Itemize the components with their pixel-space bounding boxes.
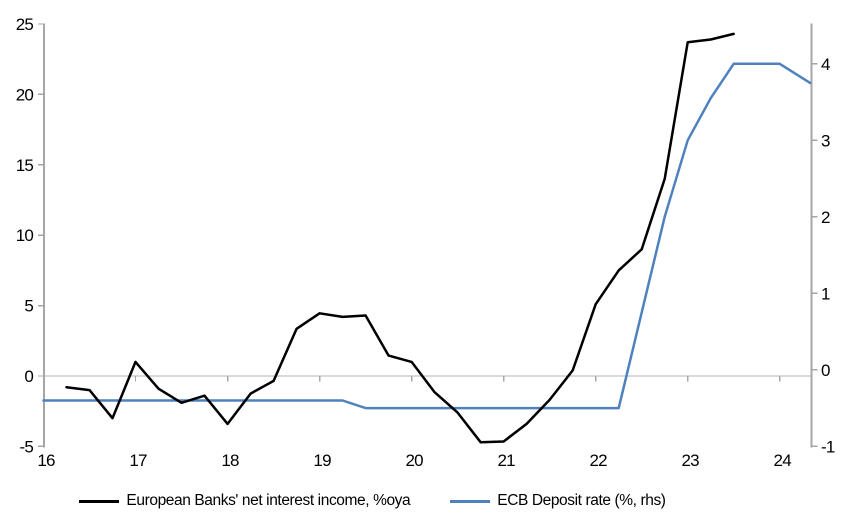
right-tick-label: -1	[821, 437, 835, 456]
left-tick-label: 10	[16, 226, 34, 245]
legend-label-ecb-deposit-rate: ECB Deposit rate (%, rhs)	[497, 492, 666, 509]
legend-item-ecb-deposit-rate: ECB Deposit rate (%, rhs)	[450, 492, 666, 510]
axis-layer	[38, 23, 818, 448]
legend: European Banks' net interest income, %oy…	[0, 492, 745, 510]
x-tick-label: 20	[405, 451, 423, 470]
left-tick-label: -5	[19, 437, 33, 456]
x-tick-label: 24	[774, 451, 792, 470]
series-layer	[42, 32, 812, 444]
right-tick-label: 1	[821, 284, 830, 303]
right-tick-label: 0	[821, 361, 830, 380]
legend-swatch-ecb-deposit-rate	[450, 499, 491, 503]
x-tick-label: 17	[129, 451, 147, 470]
right-tick-label: 2	[821, 208, 830, 227]
series-ecb-deposit-rate-line	[42, 62, 812, 410]
right-tick-label: 3	[821, 131, 830, 150]
x-tick-label: 16	[37, 451, 55, 470]
left-tick-label: 5	[24, 297, 33, 316]
right-tick-label: 4	[821, 55, 830, 74]
x-tick-label: 22	[590, 451, 608, 470]
series-net-interest-income-line	[65, 32, 735, 444]
left-tick-label: 25	[16, 15, 34, 34]
left-tick-label: 0	[24, 367, 33, 386]
left-tick-label: 15	[16, 156, 34, 175]
legend-label-net-interest-income: European Banks' net interest income, %oy…	[126, 492, 411, 509]
x-tick-label: 23	[682, 451, 700, 470]
x-tick-label: 21	[497, 451, 515, 470]
legend-swatch-net-interest-income	[79, 499, 120, 503]
legend-item-net-interest-income: European Banks' net interest income, %oy…	[79, 492, 411, 510]
x-tick-label: 18	[221, 451, 239, 470]
x-tick-label: 19	[313, 451, 331, 470]
left-tick-label: 20	[16, 85, 34, 104]
